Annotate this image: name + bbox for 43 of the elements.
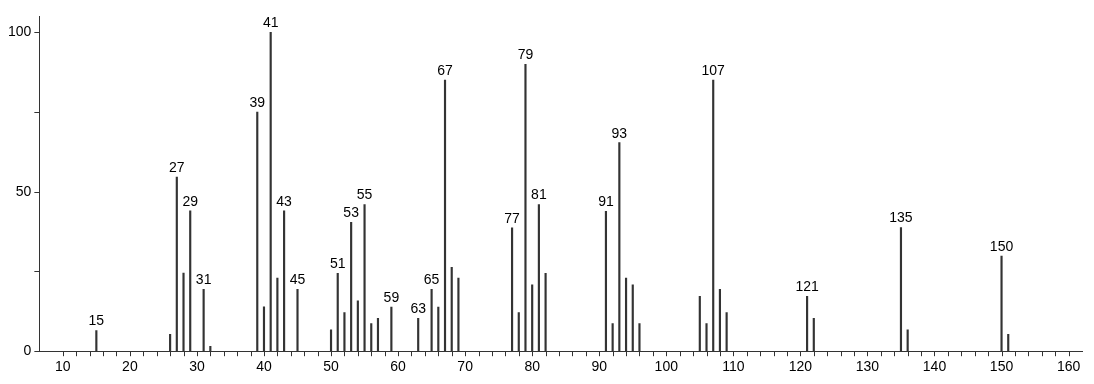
annotation: 53 [343,204,360,221]
y-tick-label: 100 [8,23,32,40]
annotation: 55 [356,186,373,203]
annotation: 79 [517,46,534,63]
annotation: 41 [262,14,279,31]
annotation: 39 [249,93,266,110]
x-tick-label: 30 [189,358,205,375]
annotation: 91 [598,193,614,210]
y-tick-label: 0 [23,342,32,359]
x-tick-label: 150 [989,358,1014,375]
annotation: 27 [169,158,185,175]
annotation: 31 [195,271,212,288]
x-tick-label: 70 [457,358,474,375]
x-tick-label: 130 [855,358,880,375]
annotation: 65 [423,271,440,288]
annotation: 107 [701,62,726,79]
annotation: 63 [410,300,427,317]
annotation: 67 [437,62,454,79]
annotation: 150 [989,238,1014,255]
annotation: 45 [289,271,306,288]
annotation: 51 [329,255,346,272]
annotation: 135 [889,209,913,226]
x-tick-label: 120 [788,358,813,375]
annotation: 59 [383,289,400,306]
x-tick-label: 50 [323,358,340,375]
x-tick-label: 90 [591,358,608,375]
annotation: 93 [611,124,628,141]
x-tick-label: 10 [55,358,71,375]
x-tick-label: 160 [1056,358,1081,375]
x-tick-label: 40 [256,358,272,375]
y-tick-label: 50 [15,182,32,199]
x-tick-label: 80 [524,358,541,375]
x-tick-label: 20 [122,358,138,375]
annotation: 43 [276,192,293,209]
x-tick-label: 60 [390,358,407,375]
annotation: 77 [504,209,521,226]
x-tick-label: 110 [722,358,745,375]
x-tick-label: 140 [922,358,947,375]
x-tick-label: 100 [654,358,679,375]
annotation: 15 [88,312,105,329]
annotation: 121 [795,278,819,295]
annotation: 29 [182,192,199,209]
annotation: 81 [531,186,547,203]
